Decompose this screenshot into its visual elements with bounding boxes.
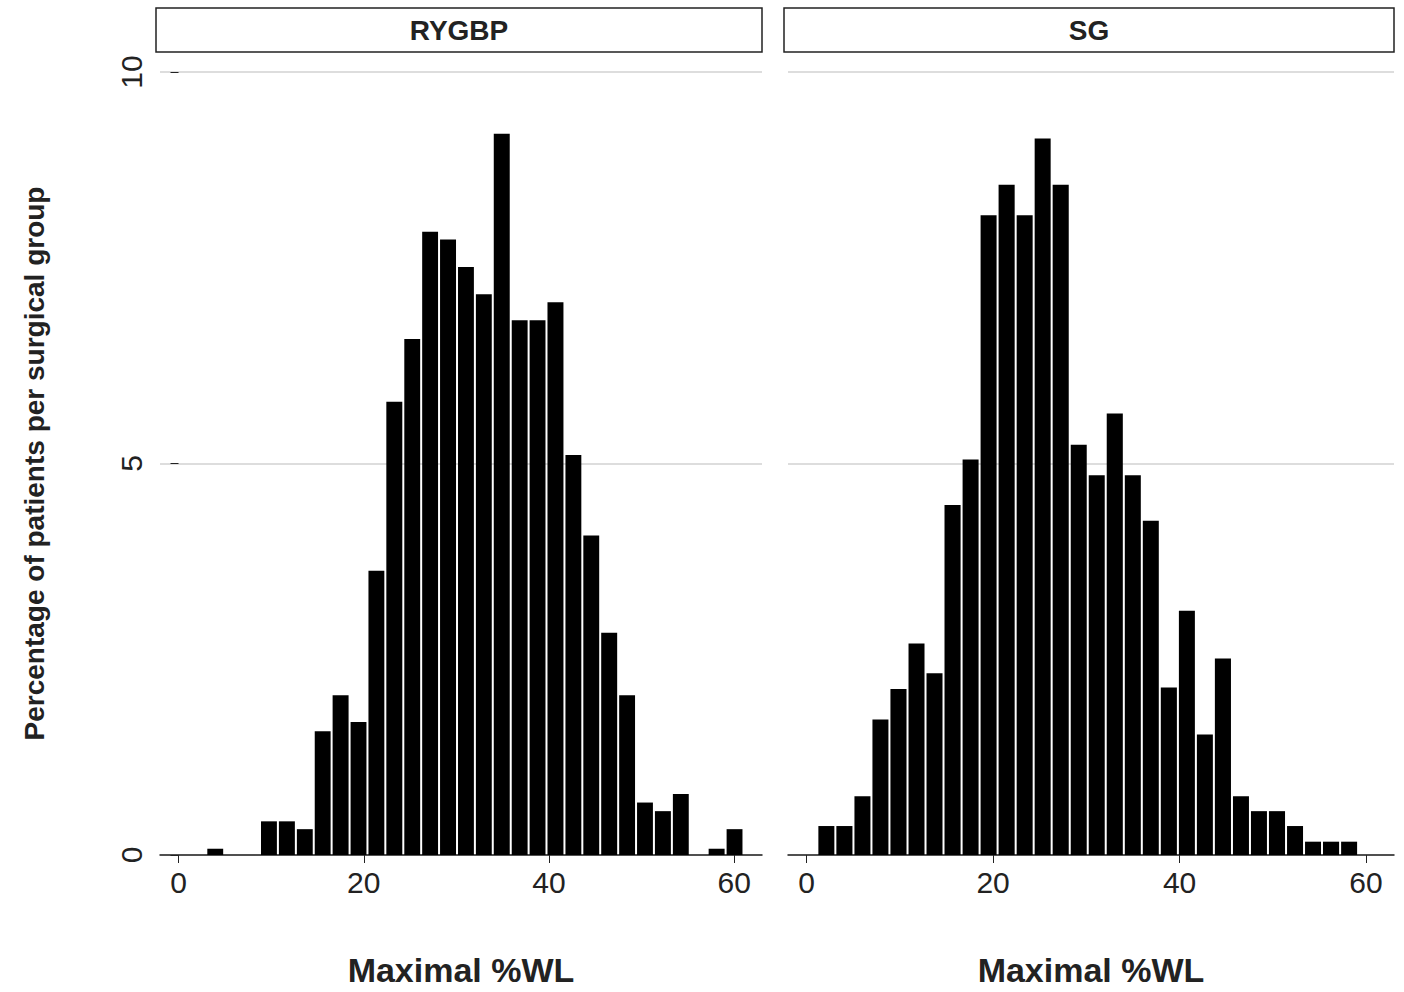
svg-text:5: 5 (115, 455, 148, 472)
svg-text:0: 0 (170, 866, 187, 899)
svg-text:SG: SG (1069, 15, 1109, 46)
svg-text:Percentage of patients per sur: Percentage of patients per surgical grou… (19, 187, 50, 741)
svg-text:20: 20 (347, 866, 380, 899)
svg-text:Maximal %WL: Maximal %WL (978, 951, 1205, 989)
svg-text:0: 0 (798, 866, 815, 899)
svg-text:Maximal %WL: Maximal %WL (348, 951, 575, 989)
svg-text:RYGBP: RYGBP (410, 15, 509, 46)
svg-text:40: 40 (1163, 866, 1196, 899)
svg-text:60: 60 (1349, 866, 1382, 899)
svg-text:60: 60 (718, 866, 751, 899)
svg-text:10: 10 (115, 55, 148, 88)
svg-text:40: 40 (532, 866, 565, 899)
svg-text:20: 20 (976, 866, 1009, 899)
svg-text:0: 0 (115, 847, 148, 864)
